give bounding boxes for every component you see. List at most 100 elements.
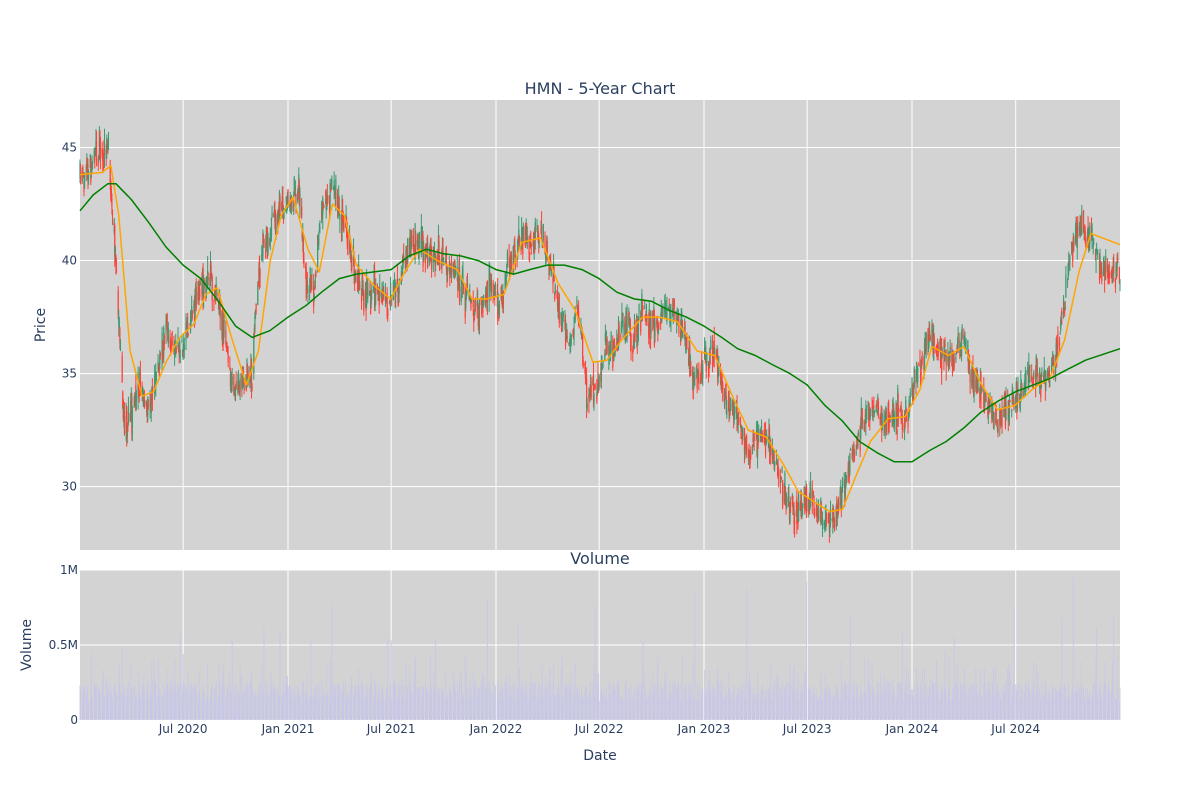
volume-bar (476, 697, 478, 720)
candle (650, 310, 652, 339)
candle (166, 312, 168, 331)
candle-body (213, 297, 216, 301)
candle (251, 383, 253, 392)
volume-bar (366, 687, 368, 720)
volume-bar (885, 681, 887, 720)
volume-bar (835, 684, 837, 720)
candle (566, 323, 568, 342)
candle (538, 232, 540, 254)
volume-bar (522, 681, 524, 720)
volume-bar (305, 696, 307, 720)
candle (917, 362, 919, 367)
volume-bar (676, 688, 678, 720)
volume-bar (110, 690, 112, 720)
volume-bar (848, 681, 850, 720)
candle-body (522, 232, 524, 254)
candle (389, 276, 392, 311)
candle-body (699, 378, 702, 385)
volume-bar (453, 678, 455, 720)
candle-body (955, 352, 958, 354)
volume-bar (90, 685, 92, 720)
volume-bar (326, 664, 328, 720)
candle-body (841, 494, 843, 505)
candle (157, 354, 159, 373)
candle-body (318, 230, 320, 232)
candle-body (123, 411, 126, 434)
candle-body (1052, 353, 1054, 365)
candle-body (388, 302, 391, 304)
volume-bar (440, 694, 442, 720)
candle-body (781, 468, 783, 473)
volume-bar (537, 688, 539, 720)
candle-body (1119, 279, 1121, 281)
candle-body (411, 230, 413, 247)
candle-body (506, 264, 508, 277)
candle-body (730, 400, 732, 411)
candle-body (666, 304, 668, 318)
candle-body (1047, 370, 1049, 378)
candle (813, 508, 816, 519)
candle (516, 257, 518, 268)
candle-body (1019, 401, 1021, 411)
candle-body (229, 366, 231, 370)
volume-bar (467, 694, 468, 720)
candle-body (114, 225, 116, 258)
candle-body (354, 273, 356, 282)
volume-bar (365, 691, 367, 720)
volume-bar (843, 687, 845, 720)
candle-body (127, 423, 129, 429)
candle-body (860, 423, 862, 439)
volume-bar (198, 672, 200, 720)
volume-bar (865, 690, 867, 720)
volume-bar (839, 701, 841, 720)
candle (1059, 331, 1061, 335)
volume-bar (305, 688, 307, 720)
volume-bar (87, 701, 89, 720)
volume-bar (125, 696, 127, 720)
volume-bar (656, 688, 658, 720)
volume-bar (157, 696, 159, 720)
candle (231, 367, 233, 392)
volume-bar (258, 684, 260, 720)
volume-bar (444, 673, 446, 720)
candle-body (960, 355, 962, 357)
candle (1036, 358, 1038, 377)
candle (415, 230, 417, 254)
candle (884, 411, 886, 439)
volume-bar (447, 698, 449, 720)
volume-bar (782, 683, 784, 720)
candle (326, 183, 328, 207)
candle (1047, 367, 1049, 379)
candle-body (79, 167, 82, 184)
volume-bar (206, 697, 208, 720)
candle-body (1028, 367, 1030, 374)
candle-body (857, 431, 860, 437)
candle (250, 357, 253, 399)
candle-body (1033, 373, 1035, 375)
candle-body (473, 316, 475, 321)
volume-bar (173, 691, 175, 720)
candle-body (556, 291, 558, 293)
candle (801, 503, 804, 516)
volume-bar (841, 683, 843, 720)
volume-bar (95, 689, 97, 720)
volume-bar (391, 700, 393, 720)
candle-body (973, 370, 975, 396)
candle-body (707, 361, 710, 378)
candle-body (237, 381, 239, 392)
volume-bar (373, 701, 374, 720)
volume-bar (751, 700, 753, 720)
volume-bar (141, 690, 143, 720)
candle-body (879, 415, 881, 422)
candle-body (182, 347, 184, 358)
volume-bar (197, 694, 199, 720)
candle (526, 226, 528, 249)
candle (505, 275, 507, 286)
volume-bar (628, 688, 630, 720)
volume-bar (836, 686, 838, 720)
candle-body (805, 487, 808, 512)
candle (291, 198, 293, 212)
volume-bar (857, 699, 859, 720)
